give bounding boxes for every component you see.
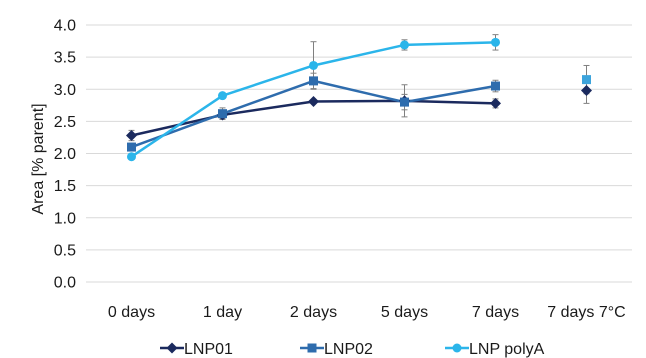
legend: LNP01 LNP02 LNP polyA bbox=[160, 341, 545, 358]
legend-marker bbox=[452, 343, 462, 353]
y-tick-label: 3.0 bbox=[54, 82, 76, 99]
legend-item: LNP02 bbox=[300, 341, 373, 358]
x-axis-tick-labels: 0 days 1 day 2 days 5 days 7 days 7 days 7°C bbox=[108, 304, 626, 321]
legend-marker bbox=[307, 343, 317, 353]
data-point-lnp-polya bbox=[491, 37, 500, 47]
y-tick-label: 2.0 bbox=[54, 146, 76, 163]
legend-item: LNP polyA bbox=[445, 341, 545, 358]
data-point-lnp02 bbox=[582, 75, 591, 85]
y-tick-label: 2.5 bbox=[54, 114, 76, 131]
y-axis-title: Area [% parent] bbox=[30, 103, 47, 214]
y-tick-label: 0.5 bbox=[54, 242, 76, 259]
legend-label: LNP01 bbox=[184, 341, 233, 358]
legend-label: LNP polyA bbox=[469, 341, 545, 358]
gridlines bbox=[86, 24, 632, 283]
y-tick-label: 1.5 bbox=[54, 178, 76, 195]
x-tick-label: 1 day bbox=[203, 304, 242, 321]
y-axis-tick-labels: 0.0 0.5 1.0 1.5 2.0 2.5 3.0 3.5 4.0 bbox=[54, 18, 76, 292]
data-point-lnp02 bbox=[218, 109, 227, 119]
y-tick-label: 0.0 bbox=[54, 275, 76, 292]
data-point-lnp-polya bbox=[400, 40, 409, 50]
x-tick-label: 5 days bbox=[381, 304, 428, 321]
y-tick-label: 3.5 bbox=[54, 50, 76, 67]
series-line-lnp02 bbox=[131, 79, 496, 149]
data-point-lnp02 bbox=[400, 97, 409, 107]
data-point-lnp01 bbox=[490, 97, 501, 109]
data-point-lnp-polya bbox=[309, 60, 318, 70]
data-point-lnp01 bbox=[581, 85, 592, 97]
data-point-lnp-polya bbox=[127, 152, 136, 162]
y-tick-label: 1.0 bbox=[54, 210, 76, 227]
data-point-lnp-polya bbox=[218, 91, 227, 101]
legend-label: LNP02 bbox=[324, 341, 373, 358]
data-point-lnp02 bbox=[491, 81, 500, 91]
legend-item: LNP01 bbox=[160, 341, 233, 358]
legend-marker bbox=[166, 342, 178, 354]
error-bars bbox=[128, 34, 590, 160]
x-tick-label: 0 days bbox=[108, 304, 155, 321]
x-tick-label: 7 days bbox=[472, 304, 519, 321]
data-point-lnp01 bbox=[308, 95, 319, 107]
data-point-lnp02 bbox=[309, 76, 318, 86]
x-tick-label: 7 days 7°C bbox=[547, 304, 625, 321]
y-tick-label: 4.0 bbox=[54, 18, 76, 35]
series-markers bbox=[126, 37, 592, 162]
data-point-lnp02 bbox=[127, 142, 136, 152]
data-point-lnp01 bbox=[126, 130, 137, 142]
x-tick-label: 2 days bbox=[290, 304, 337, 321]
